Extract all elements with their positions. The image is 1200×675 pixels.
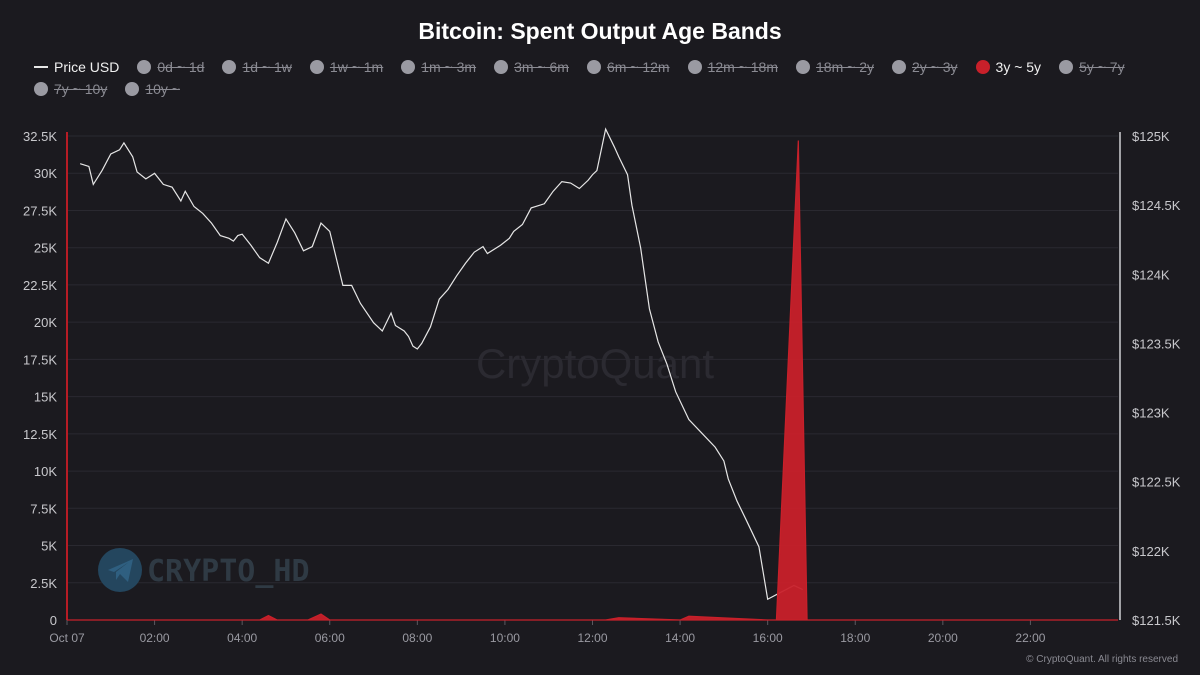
y-left-tick-label: 0 bbox=[50, 613, 57, 628]
x-tick-label: 10:00 bbox=[490, 631, 520, 645]
legend-label: 5y ~ 7y bbox=[1079, 59, 1125, 75]
line-swatch-icon bbox=[34, 66, 48, 68]
legend-item-2[interactable]: 1d ~ 1w bbox=[222, 58, 292, 76]
legend-item-10[interactable]: 3y ~ 5y bbox=[975, 58, 1042, 76]
legend-item-9[interactable]: 2y ~ 3y bbox=[892, 58, 958, 76]
y-left-tick-label: 12.5K bbox=[23, 427, 57, 442]
legend-dot-icon bbox=[892, 60, 906, 74]
x-tick-label: 14:00 bbox=[665, 631, 695, 645]
legend-dot-icon bbox=[401, 60, 416, 74]
series-area-1 bbox=[67, 140, 1118, 621]
legend-dot-icon bbox=[586, 60, 601, 74]
x-tick-label: 06:00 bbox=[315, 631, 345, 645]
legend-item-13[interactable]: 10y ~ bbox=[125, 80, 180, 98]
y-right-tick-label: $124K bbox=[1132, 267, 1170, 282]
y-right-tick-label: $123K bbox=[1132, 406, 1170, 421]
y-right-tick-label: $121.5K bbox=[1132, 613, 1181, 628]
legend-label: 0d ~ 1d bbox=[157, 59, 205, 75]
y-left-tick-label: 25K bbox=[34, 241, 57, 256]
legend-dot-icon bbox=[137, 60, 152, 74]
y-right-tick-label: $124.5K bbox=[1132, 198, 1181, 213]
legend-label: 1w ~ 1m bbox=[329, 59, 384, 75]
legend-label: 1d ~ 1w bbox=[242, 59, 292, 75]
x-tick-label: 08:00 bbox=[402, 631, 432, 645]
y-left-tick-label: 15K bbox=[34, 390, 57, 405]
legend-dot-icon bbox=[222, 60, 237, 74]
legend-label: Price USD bbox=[54, 59, 120, 75]
legend-dot-icon bbox=[1059, 60, 1074, 74]
legend-item-7[interactable]: 12m ~ 18m bbox=[687, 58, 779, 76]
x-tick-label: 12:00 bbox=[577, 631, 607, 645]
legend-item-3[interactable]: 1w ~ 1m bbox=[309, 58, 384, 76]
legend-item-1[interactable]: 0d ~ 1d bbox=[137, 58, 204, 76]
y-left-tick-label: 10K bbox=[34, 464, 57, 479]
legend-label: 7y ~ 10y bbox=[54, 81, 108, 97]
x-tick-label: 04:00 bbox=[227, 631, 257, 645]
watermark-text: CryptoQuant bbox=[476, 340, 714, 387]
copyright-text: © CryptoQuant. All rights reserved bbox=[1026, 654, 1178, 665]
legend-label: 3m ~ 6m bbox=[514, 59, 569, 75]
legend-item-0[interactable]: Price USD bbox=[34, 58, 119, 76]
chart-legend: Price USD 0d ~ 1d 1d ~ 1w 1w ~ 1m 1m ~ 3m 3m … bbox=[34, 58, 1184, 98]
y-left-tick-label: 32.5K bbox=[23, 129, 57, 144]
x-tick-label: 02:00 bbox=[140, 631, 170, 645]
y-left-tick-label: 7.5K bbox=[30, 501, 57, 516]
legend-item-4[interactable]: 1m ~ 3m bbox=[401, 58, 476, 76]
legend-label: 3y ~ 5y bbox=[995, 59, 1042, 75]
legend-label: 10y ~ bbox=[145, 81, 180, 97]
legend-dot-icon bbox=[687, 60, 702, 74]
chart-title: Bitcoin: Spent Output Age Bands bbox=[418, 18, 782, 44]
legend-dot-icon bbox=[309, 60, 324, 74]
x-tick-label: 22:00 bbox=[1015, 631, 1045, 645]
legend-dot-icon bbox=[125, 82, 140, 96]
y-left-tick-label: 22.5K bbox=[23, 278, 57, 293]
x-tick-label: Oct 07 bbox=[49, 631, 85, 645]
legend-item-12[interactable]: 7y ~ 10y bbox=[34, 80, 107, 98]
y-left-tick-label: 17.5K bbox=[23, 352, 57, 367]
y-right-tick-label: $122.5K bbox=[1132, 475, 1181, 490]
x-tick-label: 18:00 bbox=[840, 631, 870, 645]
y-right-tick-label: $122K bbox=[1132, 544, 1170, 559]
y-left-tick-label: 30K bbox=[34, 166, 57, 181]
x-tick-label: 20:00 bbox=[928, 631, 958, 645]
legend-item-8[interactable]: 18m ~ 2y bbox=[796, 58, 874, 76]
y-right-tick-label: $125K bbox=[1132, 129, 1170, 144]
legend-dot-icon bbox=[975, 60, 990, 74]
legend-label: 18m ~ 2y bbox=[816, 59, 874, 75]
legend-dot-icon bbox=[494, 60, 509, 74]
series-line-0 bbox=[79, 127, 803, 601]
y-left-tick-label: 20K bbox=[34, 315, 57, 330]
legend-label: 2y ~ 3y bbox=[912, 59, 958, 75]
y-left-tick-label: 5K bbox=[41, 539, 57, 554]
legend-item-5[interactable]: 3m ~ 6m bbox=[494, 58, 569, 76]
legend-dot-icon bbox=[34, 82, 48, 96]
legend-label: 1m ~ 3m bbox=[421, 59, 477, 75]
y-left-tick-label: 27.5K bbox=[23, 203, 57, 218]
legend-item-6[interactable]: 6m ~ 12m bbox=[586, 58, 670, 76]
legend-label: 12m ~ 18m bbox=[707, 59, 779, 75]
author-watermark: CRYPTO_HD bbox=[147, 554, 310, 589]
x-tick-label: 16:00 bbox=[753, 631, 783, 645]
legend-item-11[interactable]: 5y ~ 7y bbox=[1059, 58, 1125, 76]
legend-dot-icon bbox=[796, 60, 811, 74]
y-left-tick-label: 2.5K bbox=[30, 576, 57, 591]
y-right-tick-label: $123.5K bbox=[1132, 336, 1181, 351]
telegram-plane-icon bbox=[108, 559, 133, 582]
legend-label: 6m ~ 12m bbox=[606, 59, 670, 75]
